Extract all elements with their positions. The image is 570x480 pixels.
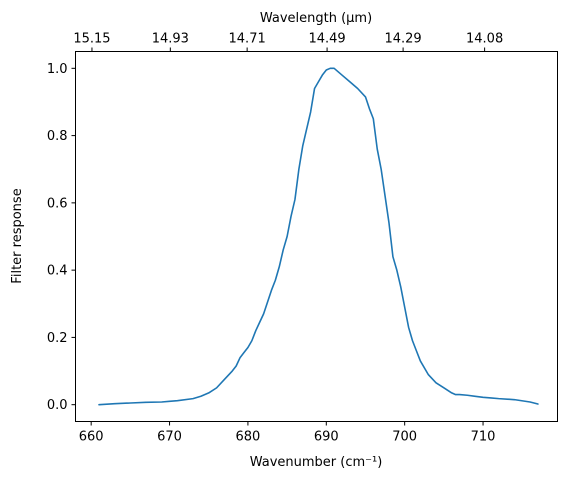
plot-frame [75,51,558,422]
x-tick-label: 710 [471,430,496,445]
top-x-axis-ticks: 15.15 14.93 14.71 14.49 14.29 14.08 [73,32,503,52]
top-x-tick-label: 14.49 [308,32,345,47]
y-tick-label: 0.0 [47,398,68,413]
top-x-tick-label: 14.71 [229,32,266,47]
y-tick-label: 0.2 [47,331,68,346]
y-tick-label: 0.6 [47,196,68,211]
y-axis-ticks: 0.0 0.2 0.4 0.6 0.8 1.0 [47,62,76,413]
top-x-tick-label: 14.08 [466,32,503,47]
x-axis-label: Wavenumber (cm⁻¹) [250,455,383,470]
series-line-0 [98,67,539,406]
y-axis-label: Filter response [10,188,25,283]
top-x-tick-label: 14.29 [384,32,421,47]
x-axis-ticks: 660 670 680 690 700 710 [79,421,496,445]
y-tick-label: 1.0 [47,62,68,77]
top-x-axis-label: Wavelength (μm) [260,11,372,26]
x-tick-label: 700 [392,430,417,445]
x-tick-label: 670 [157,430,182,445]
x-tick-label: 680 [236,430,261,445]
y-tick-label: 0.4 [47,264,68,279]
top-x-tick-label: 14.93 [152,32,189,47]
plot-area [98,67,539,406]
x-tick-label: 660 [79,430,104,445]
x-tick-label: 690 [314,430,339,445]
y-tick-label: 0.8 [47,129,68,144]
top-x-tick-label: 15.15 [73,32,110,47]
